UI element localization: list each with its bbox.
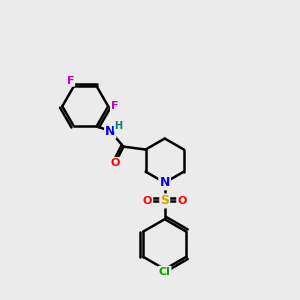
Text: N: N bbox=[160, 176, 170, 189]
Text: O: O bbox=[177, 196, 187, 206]
Text: S: S bbox=[160, 194, 169, 207]
Text: F: F bbox=[111, 101, 118, 111]
Text: O: O bbox=[111, 158, 120, 168]
Text: Cl: Cl bbox=[159, 267, 171, 277]
Text: F: F bbox=[67, 76, 74, 86]
Text: H: H bbox=[114, 121, 123, 131]
Text: N: N bbox=[105, 125, 116, 138]
Text: O: O bbox=[143, 196, 152, 206]
Text: N: N bbox=[160, 176, 170, 189]
